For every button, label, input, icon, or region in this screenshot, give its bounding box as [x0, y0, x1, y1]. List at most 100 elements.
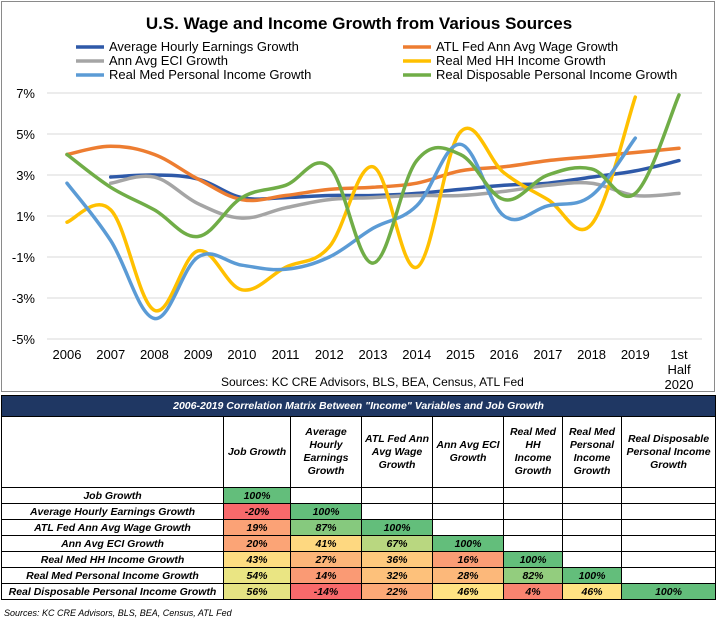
x-tick-label: 2006	[53, 347, 82, 362]
matrix-cell: 20%	[223, 535, 291, 552]
matrix-cell	[503, 487, 563, 504]
matrix-cell: 36%	[361, 551, 433, 568]
legend-label: Ann Avg ECI Growth	[109, 53, 228, 68]
matrix-cell: 100%	[620, 583, 717, 600]
x-tick-label: 2018	[577, 347, 606, 362]
matrix-cell	[620, 503, 717, 520]
matrix-body: Job Growth 100% Average Hourly Earnings Gr…	[1, 487, 717, 600]
matrix-cell	[620, 567, 717, 584]
matrix-cell	[290, 487, 362, 504]
x-tick-label: 2017	[533, 347, 562, 362]
matrix-row: Ann Avg ECI Growth 20% 41% 67% 100%	[1, 535, 717, 552]
matrix-cell: 100%	[562, 567, 622, 584]
correlation-matrix: 2006-2019 Correlation Matrix Between "In…	[0, 395, 717, 600]
chart-source-note: Sources: KC CRE Advisors, BLS, BEA, Cens…	[221, 375, 524, 389]
matrix-cell	[503, 519, 563, 536]
matrix-column-header: ATL Fed Ann Avg Wage Growth	[361, 416, 433, 488]
matrix-column-header: Ann Avg ECI Growth	[432, 416, 504, 488]
x-tick-label: 2016	[490, 347, 519, 362]
matrix-cell: 67%	[361, 535, 433, 552]
matrix-corner-cell	[1, 416, 224, 488]
matrix-row: ATL Fed Ann Avg Wage Growth 19% 87% 100%	[1, 519, 717, 536]
chart-legend: Average Hourly Earnings Growth ATL Fed An…	[76, 39, 677, 82]
matrix-cell	[620, 519, 717, 536]
matrix-cell	[620, 487, 717, 504]
matrix-cell: 54%	[223, 567, 291, 584]
matrix-row: Average Hourly Earnings Growth -20% 100%	[1, 503, 717, 520]
legend-label: Real Disposable Personal Income Growth	[436, 67, 677, 82]
series-line-4	[65, 95, 638, 313]
x-tick-label: 1st Half 2020	[665, 347, 694, 392]
series-lines	[65, 93, 681, 321]
matrix-row-label: Ann Avg ECI Growth	[1, 535, 224, 552]
matrix-cell: 41%	[290, 535, 362, 552]
series-line-6	[65, 93, 681, 265]
matrix-cell: 19%	[223, 519, 291, 536]
series-line-3	[108, 174, 681, 220]
matrix-row: Real Disposable Personal Income Growth 56…	[1, 583, 717, 600]
matrix-cell: 46%	[562, 583, 622, 600]
matrix-row-label: Real Med Personal Income Growth	[1, 567, 224, 584]
y-axis-ticks: -5% -3% -1% 1% 3% 5% 7%	[12, 86, 36, 347]
chart-title: U.S. Wage and Income Growth from Various…	[146, 14, 572, 33]
x-tick-label: 2012	[315, 347, 344, 362]
y-tick-label: 3%	[16, 168, 35, 183]
x-tick-label: 2015	[446, 347, 475, 362]
matrix-cell: 32%	[361, 567, 433, 584]
matrix-cell	[620, 535, 717, 552]
matrix-column-header: Average Hourly Earnings Growth	[290, 416, 362, 488]
matrix-cell: 100%	[503, 551, 563, 568]
matrix-cell	[361, 503, 433, 520]
matrix-cell	[432, 519, 504, 536]
matrix-column-header: Job Growth	[223, 416, 291, 488]
matrix-row-label: Average Hourly Earnings Growth	[1, 503, 224, 520]
matrix-cell	[562, 535, 622, 552]
matrix-cell: 27%	[290, 551, 362, 568]
y-tick-label: -3%	[12, 291, 36, 306]
x-tick-label: 2008	[140, 347, 169, 362]
matrix-cell: 14%	[290, 567, 362, 584]
matrix-cell	[562, 503, 622, 520]
matrix-cell: 46%	[432, 583, 504, 600]
y-tick-label: -5%	[12, 332, 36, 347]
matrix-row-label: ATL Fed Ann Avg Wage Growth	[1, 519, 224, 536]
matrix-cell: 22%	[361, 583, 433, 600]
wage-income-line-chart: U.S. Wage and Income Growth from Various…	[12, 14, 702, 392]
correlation-table: 2006-2019 Correlation Matrix Between "In…	[0, 395, 717, 600]
matrix-cell	[620, 551, 717, 568]
matrix-cell: 87%	[290, 519, 362, 536]
chart-frame: U.S. Wage and Income Growth from Various…	[1, 1, 715, 392]
matrix-cell: 82%	[503, 567, 563, 584]
legend-label: ATL Fed Ann Avg Wage Growth	[436, 39, 618, 54]
x-tick-label: 2011	[272, 347, 300, 362]
y-tick-label: 7%	[16, 86, 35, 101]
matrix-cell: 4%	[503, 583, 563, 600]
x-tick-label: 2019	[621, 347, 650, 362]
matrix-row-label: Real Disposable Personal Income Growth	[1, 583, 224, 600]
matrix-cell: -20%	[223, 503, 291, 520]
matrix-cell: -14%	[290, 583, 362, 600]
matrix-column-header: Real Med HH Income Growth	[503, 416, 563, 488]
legend-label: Real Med HH Income Growth	[436, 53, 606, 68]
x-tick-label: 2010	[227, 347, 256, 362]
matrix-row: Real Med HH Income Growth 43% 27% 36% 16% 100…	[1, 551, 717, 568]
x-tick-label: 2009	[184, 347, 213, 362]
matrix-cell: 100%	[432, 535, 504, 552]
matrix-cell	[562, 487, 622, 504]
x-tick-label: 2013	[359, 347, 388, 362]
y-tick-label: -1%	[12, 250, 36, 265]
legend-label: Real Med Personal Income Growth	[109, 67, 311, 82]
matrix-row-label: Real Med HH Income Growth	[1, 551, 224, 568]
matrix-row: Real Med Personal Income Growth 54% 14% 32%…	[1, 567, 717, 584]
matrix-cell: 56%	[223, 583, 291, 600]
footnote: Sources: KC CRE Advisors, BLS, BEA, Cens…	[4, 608, 232, 618]
matrix-cell	[562, 551, 622, 568]
matrix-cell: 100%	[290, 503, 362, 520]
y-tick-label: 1%	[16, 209, 35, 224]
series-line-2	[65, 144, 681, 203]
x-tick-label: 2014	[402, 347, 431, 362]
matrix-cell: 100%	[361, 519, 433, 536]
matrix-cell	[361, 487, 433, 504]
matrix-cell	[432, 503, 504, 520]
matrix-cell: 16%	[432, 551, 504, 568]
